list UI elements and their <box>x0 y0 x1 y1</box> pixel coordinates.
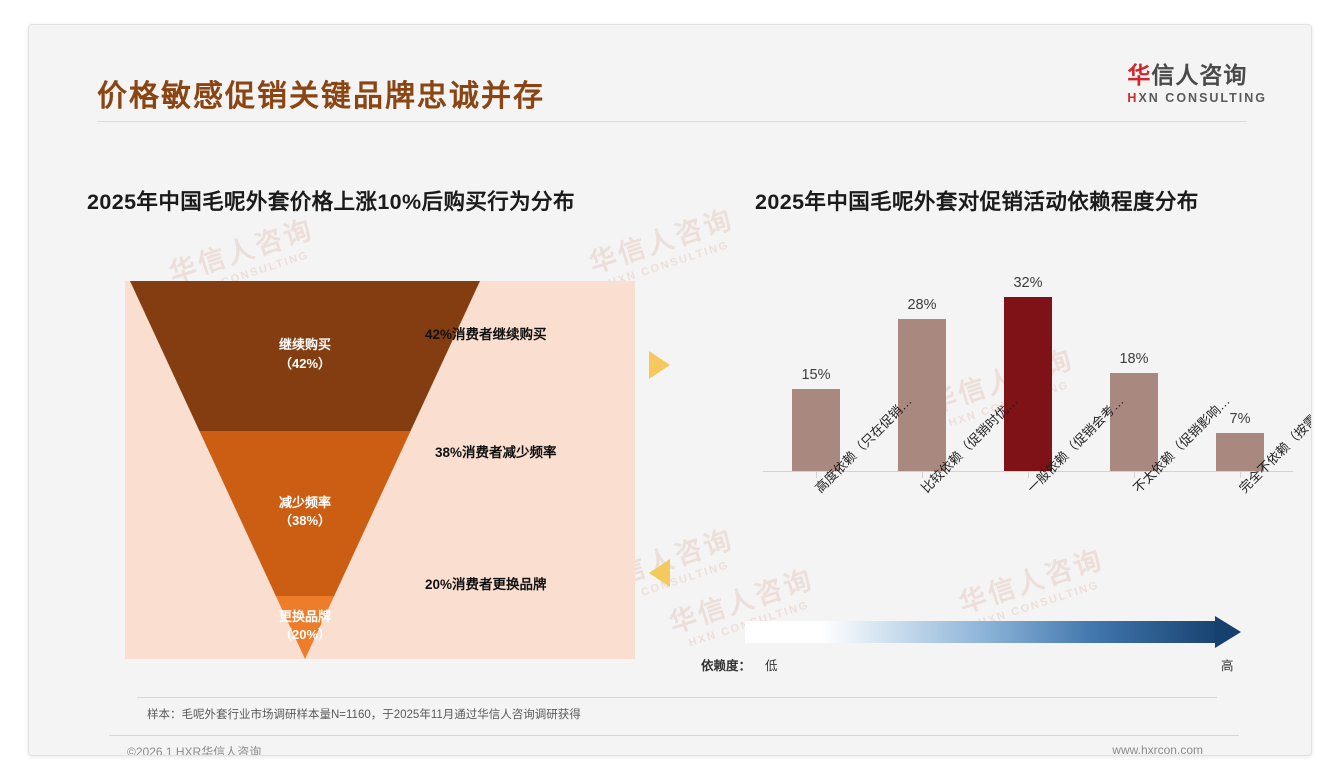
x-tick-1 <box>922 471 923 478</box>
x-tick-4 <box>1240 471 1241 478</box>
dependency-gradient-legend <box>745 616 1257 648</box>
funnel-segment-2 <box>275 596 335 659</box>
slide-canvas: 华信人咨询 HXN CONSULTING 华信人咨询 HXN CONSULTIN… <box>28 24 1312 756</box>
bar-value-label-3: 18% <box>1119 351 1149 367</box>
page-title: 价格敏感促销关键品牌忠诚并存 <box>97 80 545 113</box>
bar-1[interactable] <box>898 318 946 471</box>
logo-hua-glyph: 华 <box>1127 62 1152 88</box>
bar-group-4[interactable]: 7% <box>1187 275 1293 471</box>
funnel-note-2: 20%消费者更换品牌 <box>425 577 547 592</box>
source-note: 样本：毛呢外套行业市场调研样本量N=1160，于2025年11月通过华信人咨询调… <box>147 709 581 721</box>
watermark-cn: 华信人咨询 <box>165 213 318 289</box>
bar-4[interactable] <box>1216 432 1264 471</box>
bar-value-label-1: 28% <box>907 296 937 313</box>
x-tick-0 <box>816 471 817 478</box>
bar-group-1[interactable]: 28% <box>869 275 975 471</box>
funnel-segment-label-1: 减少频率 （38%） <box>278 494 332 529</box>
legend-title: 依赖度： <box>701 659 752 673</box>
right-chart-title: 2025年中国毛呢外套对促销活动依赖程度分布 <box>755 190 1199 214</box>
funnel-segment-label-0: 继续购买 （42%） <box>278 337 332 371</box>
funnel-chart: 继续购买 （42%） 减少频率 （38%） 更换品牌 （20%） 42%消费者继续购买… <box>125 281 635 659</box>
logo-rest-glyphs: 信人咨询 <box>1151 62 1248 88</box>
gradient-arrowhead-icon <box>1215 616 1241 648</box>
logo-chinese-text: 华信人咨询 <box>1127 62 1267 88</box>
funnel-segment-1 <box>199 431 411 596</box>
source-divider <box>137 697 1217 698</box>
funnel-note-1: 38%消费者减少频率 <box>435 445 557 460</box>
funnel-note-0: 42%消费者继续购买 <box>425 327 547 342</box>
watermark-cn: 华信人咨询 <box>585 203 738 279</box>
copyright-text: ©2026.1 HXR华信人咨询 <box>127 745 262 756</box>
funnel-shapes <box>130 281 480 659</box>
funnel-segment-0 <box>130 281 480 431</box>
logo-en-rest: XN CONSULTING <box>1138 91 1267 106</box>
bar-value-label-2: 32% <box>1013 274 1043 291</box>
bar-group-0[interactable]: 15% <box>763 275 869 471</box>
legend-high-label: 高 <box>1221 659 1234 673</box>
bar-0[interactable] <box>792 389 840 471</box>
logo-english-text: HXN CONSULTING <box>1127 91 1267 105</box>
bar-2[interactable] <box>1004 296 1052 471</box>
gradient-bar <box>745 621 1223 643</box>
footer-divider <box>109 735 1239 736</box>
header-divider <box>97 121 1247 122</box>
legend-low-label: 低 <box>765 659 778 673</box>
bar-group-3[interactable]: 18% <box>1081 275 1187 471</box>
bar-3[interactable] <box>1110 373 1158 471</box>
triangle-left-icon <box>649 559 670 587</box>
dependency-bar-chart: 15% 28% 32% 18% 7% 高度依赖（只在促销… 比较依赖（促销时优… 一般依赖（… <box>745 275 1311 615</box>
bar-group-2[interactable]: 32% <box>975 275 1081 471</box>
brand-logo: 华信人咨询 HXN CONSULTING <box>1127 62 1267 105</box>
left-chart-title: 2025年中国毛呢外套价格上涨10%后购买行为分布 <box>87 190 575 214</box>
logo-en-h: H <box>1127 91 1139 106</box>
bar-value-label-0: 15% <box>801 367 831 384</box>
triangle-right-icon <box>649 351 670 379</box>
bar-value-label-4: 7% <box>1229 410 1251 427</box>
x-tick-2 <box>1028 471 1029 478</box>
funnel-segment-label-2: 更换品牌 （20%） <box>278 608 332 643</box>
x-tick-3 <box>1134 471 1135 478</box>
website-text: www.hxrcon.com <box>1112 743 1203 756</box>
bar-plot-area: 15% 28% 32% 18% 7% <box>763 275 1293 471</box>
